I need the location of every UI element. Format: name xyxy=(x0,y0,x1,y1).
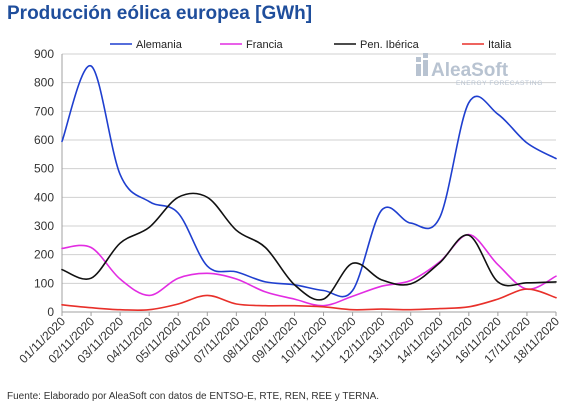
axes xyxy=(61,54,556,313)
legend-label-italia: Italia xyxy=(488,39,512,51)
y-tick-label: 900 xyxy=(34,47,54,61)
legend: Alemania Francia Pen. Ibérica Italia xyxy=(110,39,512,51)
grid xyxy=(62,53,556,313)
y-tick-label: 500 xyxy=(34,162,54,176)
y-tick-label: 0 xyxy=(47,305,54,319)
legend-label-francia: Francia xyxy=(246,39,284,51)
y-tick-label: 600 xyxy=(34,133,54,147)
chart-title: Producción eólica europea [GWh] xyxy=(7,3,313,24)
source-note: Fuente: Elaborado por AleaSoft con datos… xyxy=(7,391,380,402)
y-tick-label: 800 xyxy=(34,76,54,90)
legend-label-alemania: Alemania xyxy=(136,39,183,51)
logo-icon xyxy=(416,53,428,76)
series-line-francia xyxy=(61,233,557,307)
series-line-pen-ib-rica xyxy=(61,192,557,301)
legend-label-pen-ib-rica: Pen. Ibérica xyxy=(360,39,420,51)
aleasoft-logo: AleaSoft ENERGY FORECASTING xyxy=(416,53,543,87)
x-axis-ticks: 01/11/202002/11/202003/11/202004/11/2020… xyxy=(16,312,562,366)
y-axis-ticks: 0 100 200 300 400 500 600 700 800 900 xyxy=(34,47,54,319)
y-tick-label: 100 xyxy=(34,276,54,290)
series-line-alemania xyxy=(61,65,557,298)
y-tick-label: 200 xyxy=(34,248,54,262)
logo-name: AleaSoft xyxy=(431,60,509,81)
series-lines xyxy=(61,65,557,312)
y-tick-label: 400 xyxy=(34,190,54,204)
y-tick-label: 300 xyxy=(34,219,54,233)
series-line-italia xyxy=(61,288,557,312)
logo-tagline: ENERGY FORECASTING xyxy=(456,80,543,87)
y-tick-label: 700 xyxy=(34,104,54,118)
